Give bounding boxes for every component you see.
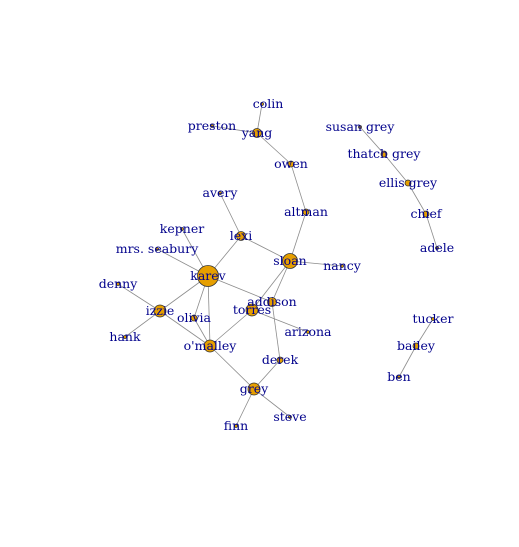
node-kepner [180, 227, 184, 231]
edge-torres-arizona [251, 309, 309, 333]
node-label-nancy: nancy [323, 258, 362, 273]
edge-chief-adele [425, 213, 438, 249]
edge-thatch_grey-ellis_grey [383, 153, 409, 184]
node-label-izzie: izzie [146, 303, 175, 318]
edge-yang-preston [211, 125, 258, 134]
node-label-ellis_grey: ellis grey [379, 175, 438, 190]
node-label-yang: yang [241, 125, 273, 140]
node-karev [197, 265, 219, 287]
node-lexi [236, 231, 246, 241]
edge-bailey-ben [398, 345, 417, 378]
edge-susan_grey-thatch_grey [359, 126, 385, 155]
node-label-susan_grey: susan grey [326, 119, 396, 134]
node-label-tucker: tucker [412, 311, 453, 326]
node-sloan [282, 253, 298, 269]
node-label-steve: steve [273, 409, 306, 424]
node-addison [267, 297, 277, 307]
node-label-karev: karev [190, 268, 226, 283]
edge-grey-steve [253, 388, 291, 418]
node-label-bailey: bailey [397, 338, 436, 353]
node-label-adele: adele [420, 240, 454, 255]
node-mrs_seabury [155, 247, 159, 251]
edge-omalley-torres [209, 309, 253, 347]
edge-derek-grey [253, 359, 281, 390]
node-preston [210, 124, 214, 128]
node-label-lexi: lexi [230, 228, 252, 243]
node-steve [288, 415, 292, 419]
edge-karev-addison [207, 275, 273, 303]
node-label-hank: hank [109, 329, 141, 344]
node-grey [247, 382, 261, 396]
node-label-torres: torres [233, 302, 271, 317]
node-label-ben: ben [387, 369, 410, 384]
node-olivia [190, 314, 198, 322]
node-arizona [306, 330, 310, 334]
node-layer [116, 102, 439, 428]
node-label-chief: chief [410, 206, 442, 221]
node-label-grey: grey [240, 381, 269, 396]
edge-grey-finn [235, 388, 255, 427]
edge-yang-owen [256, 132, 292, 165]
node-susan_grey [358, 125, 362, 129]
node-ellis_grey [404, 179, 412, 187]
edge-karev-omalley [207, 275, 211, 347]
edge-lexi-avery [219, 192, 242, 237]
node-owen [287, 160, 295, 168]
node-label-sloan: sloan [273, 253, 306, 268]
edge-izzie-omalley [159, 310, 211, 347]
node-label-kepner: kepner [160, 221, 204, 236]
edge-tucker-bailey [415, 318, 434, 347]
node-derek [276, 356, 284, 364]
node-label-thatch_grey: thatch grey [347, 146, 421, 161]
edge-izzie-hank [124, 310, 161, 338]
node-colin [260, 102, 264, 106]
node-izzie [153, 304, 167, 318]
node-torres [245, 303, 259, 317]
node-yang [252, 128, 262, 138]
node-label-olivia: olivia [177, 310, 212, 325]
node-avery [218, 191, 222, 195]
edge-addison-derek [271, 301, 281, 361]
node-label-arizona: arizona [284, 324, 332, 339]
node-thatch_grey [380, 150, 388, 158]
node-label-finn: finn [224, 418, 248, 433]
node-tucker [431, 317, 435, 321]
node-label-derek: derek [262, 352, 299, 367]
node-adele [435, 246, 439, 250]
edge-sloan-torres [251, 260, 291, 311]
edge-sloan-nancy [289, 260, 343, 267]
node-omalley [203, 339, 217, 353]
edge-izzie-denny [117, 283, 161, 312]
node-label-altman: altman [284, 204, 328, 219]
edge-grey-omalley [209, 345, 255, 390]
node-label-owen: owen [274, 156, 308, 171]
node-hank [123, 335, 127, 339]
node-label-preston: preston [188, 118, 236, 133]
node-nancy [340, 264, 344, 268]
node-label-addison: addison [247, 294, 296, 309]
node-chief [422, 210, 430, 218]
node-label-denny: denny [99, 276, 139, 291]
node-ben [397, 375, 401, 379]
node-altman [302, 208, 310, 216]
edge-altman-sloan [289, 211, 307, 262]
node-label-mrs_seabury: mrs. seabury [116, 241, 199, 256]
node-denny [116, 282, 120, 286]
node-label-avery: avery [203, 185, 239, 200]
edge-sloan-lexi [240, 235, 291, 262]
edge-yang-colin [256, 103, 263, 134]
edge-ellis_grey-chief [407, 182, 427, 215]
node-finn [234, 424, 238, 428]
node-bailey [412, 342, 420, 350]
node-label-colin: colin [253, 96, 284, 111]
node-label-omalley: o'malley [184, 338, 238, 353]
edge-owen-altman [290, 163, 307, 213]
